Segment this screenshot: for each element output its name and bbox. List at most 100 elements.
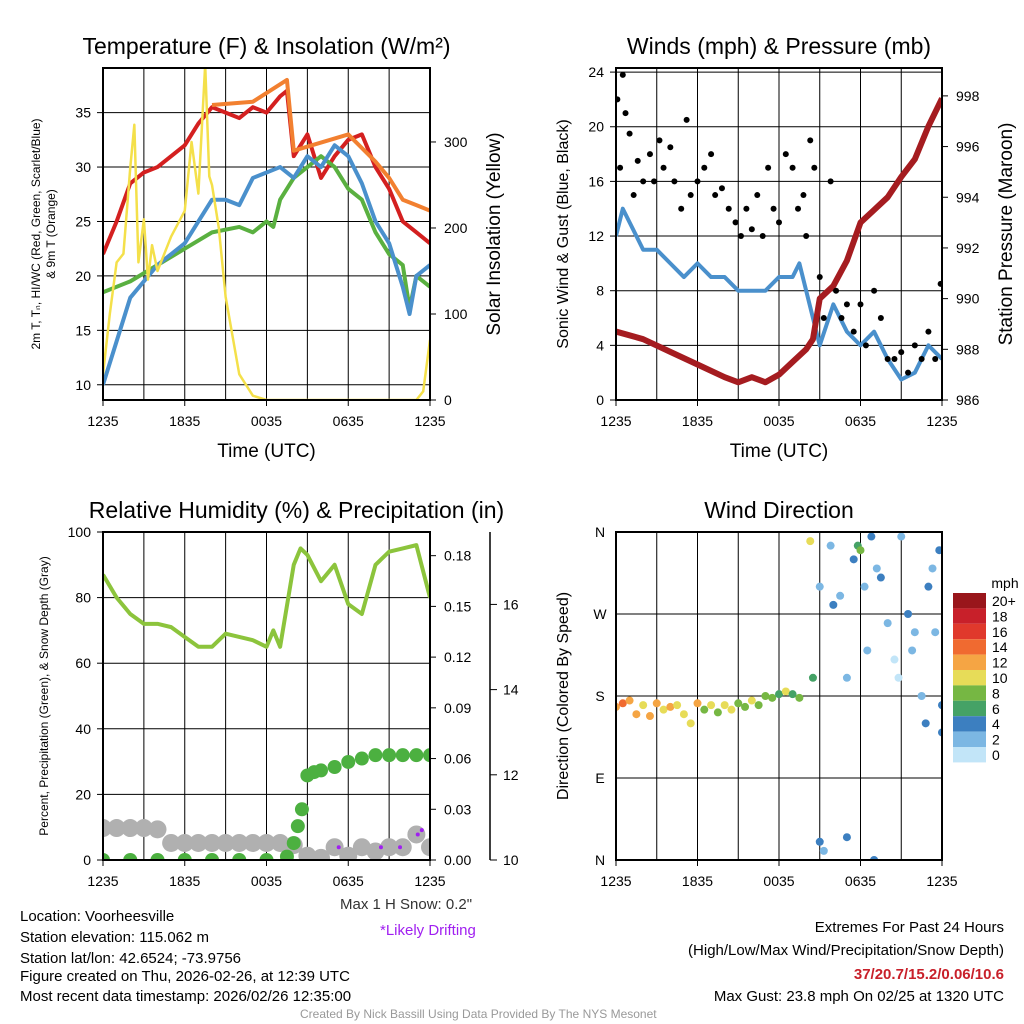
gust-point [770,205,777,212]
snow-depth-point [175,833,194,852]
wind-direction-point [928,564,937,573]
snow-depth-point [107,819,126,838]
credit: Created By Nick Bassill Using Data Provi… [300,1007,657,1021]
y-axis-label: Direction (Colored By Speed) [555,592,572,800]
likely-drifting-point [336,845,341,850]
y2-tick-label: 0.00 [444,852,471,868]
snow-depth-point [162,833,181,852]
wind-direction-point [842,833,851,842]
gust-point [816,274,823,281]
gust-point [795,205,802,212]
y-tick-label: S [595,688,604,704]
y2-tick-label: 200 [444,220,468,236]
wind-direction-point [876,573,885,582]
x-tick-label: 0035 [763,413,794,429]
gust-point [743,205,750,212]
x-tick-label: 1235 [600,873,631,889]
legend-swatch [953,747,986,763]
snow-depth-point [380,838,399,857]
y2-tick-label: 988 [956,341,980,357]
legend-label: 10 [992,670,1008,686]
y-axis-label: Percent, Precipitation (Green), & Snow D… [37,556,51,835]
legend-label: 2 [992,732,1000,748]
relative-humidity-line [103,543,430,649]
snow-depth-point [298,846,317,860]
gust-point [732,219,739,226]
chart-title: Temperature (F) & Insolation (W/m²) [82,33,450,59]
wind-direction-point [707,701,716,710]
wind-direction-point [924,582,933,591]
legend-label: 14 [992,639,1008,655]
wind-direction-point [910,628,919,637]
legend-swatch [953,654,986,670]
precipitation-point [205,853,219,860]
gust-point [932,356,939,363]
x-tick-label: 0035 [251,873,282,889]
x-tick-label: 1835 [169,413,200,429]
legend-title: mph [991,575,1018,591]
wind-direction-point [673,701,682,710]
gust-point [820,315,827,322]
y2-tick-label: 0.18 [444,548,471,564]
x-tick-label: 1235 [600,413,631,429]
y-tick-label: 10 [75,377,91,393]
y-tick-label: 80 [75,590,91,606]
legend-swatch [953,593,986,609]
precipitation-point [123,853,138,860]
gust-point [884,356,891,363]
wind-direction-point [808,673,817,682]
y-tick-label: 0 [596,392,604,408]
precipitation-point [409,748,424,763]
wind-direction-point [679,710,688,719]
gust-point [630,192,637,199]
x-tick-label: 0635 [845,873,876,889]
gust-point [843,301,850,308]
y-axis-label-2: & 9m T (Orange) [44,189,58,279]
wind-direction-point [908,646,917,655]
y3-tick-label: 12 [503,767,519,783]
precipitation-point [286,836,301,851]
snow-depth-point [352,838,371,857]
y-tick-label: 15 [75,322,91,338]
gust-point [687,192,694,199]
snow-depth-point [393,838,412,857]
y-tick-label: W [593,606,607,622]
y-tick-label: 20 [75,268,91,284]
wind-direction-point [836,591,845,600]
chart-title: Wind Direction [704,497,854,523]
gust-point [807,137,814,144]
location: Location: Voorheesville [20,908,175,925]
y-tick-label: 60 [75,655,91,671]
wind-direction-point [917,692,926,700]
gust-point [800,192,807,199]
extremes-values: 37/20.7/15.2/0.06/10.6 [853,966,1004,983]
max-snow-note: Max 1 H Snow: 0.2" [340,896,473,913]
wind-direction-point [761,692,770,700]
wind-direction-point [890,655,899,664]
legend-swatch [953,700,986,717]
y3-tick-label: 16 [503,596,519,612]
snow-depth-point [243,833,262,852]
chart-title: Relative Humidity (%) & Precipitation (i… [89,497,504,523]
precipitation-point [103,853,110,860]
legend-swatch [953,731,986,747]
wind-direction-point [883,619,892,628]
gust-point [838,315,845,322]
wind-direction-point [904,610,913,618]
y-tick-label: 4 [596,337,604,353]
gust-point [871,287,878,294]
wind-direction-point [768,693,777,702]
gust-point [803,233,810,240]
x-tick-label: 1235 [926,873,957,889]
wind-direction-point [652,699,661,708]
gust-point [656,137,663,144]
legend-swatch [953,639,986,655]
wind-direction-point [741,702,750,711]
x-tick-label: 0635 [333,873,364,889]
gust-point [918,356,925,363]
y-tick-label: N [595,852,605,868]
wind-direction-point [931,628,940,637]
precipitation-point [279,849,294,860]
gust-point [701,164,708,171]
gust-point [789,164,796,171]
